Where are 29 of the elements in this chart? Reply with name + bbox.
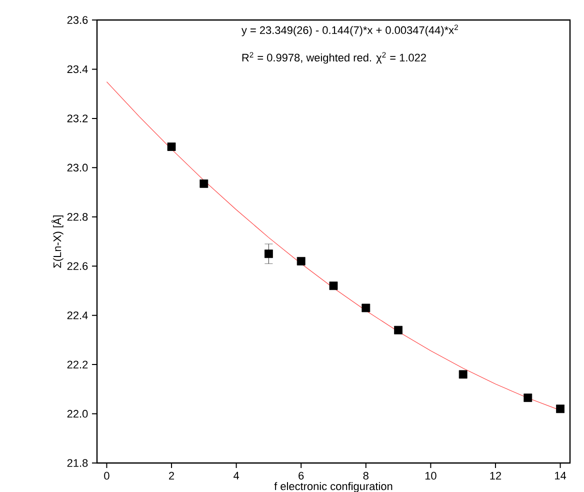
y-tick-label: 23.2 xyxy=(67,114,88,122)
y-tick-label: 22.6 xyxy=(67,262,88,270)
y-tick-label: 23.4 xyxy=(67,65,88,74)
point xyxy=(264,250,273,258)
y-tick-label: 23.6 xyxy=(67,16,88,24)
point xyxy=(458,370,468,379)
annotation: R$^{2}$ = 0.9978, weighted red. χ$^{2}$ = 1.022 xyxy=(242,52,426,64)
x-tick-label: 2 xyxy=(169,472,174,480)
point xyxy=(524,394,532,402)
point xyxy=(200,179,208,188)
y-tick-label: 21.8 xyxy=(67,459,88,467)
y-tick-label: 22.2 xyxy=(67,360,88,368)
x-tick-label: 0 xyxy=(104,472,110,480)
y-tick-label: 22.0 xyxy=(67,410,88,418)
x-axis-title: f electronic configuration xyxy=(274,482,392,492)
annotation: y = 23.349(26) - 0.144(7)*x + 0.00347(44)*x$^{2}$ xyxy=(241,24,458,36)
x-tick-label: 4 xyxy=(234,472,240,480)
x-tick-label: 10 xyxy=(425,472,436,480)
y-tick-label: 22.8 xyxy=(67,213,88,221)
x-tick-label: 6 xyxy=(298,472,304,480)
y-tick-label: 23.0 xyxy=(67,164,88,172)
x-tick-label: 12 xyxy=(490,472,502,480)
point xyxy=(329,282,338,290)
point xyxy=(296,256,306,266)
y-axis-title: Σ(Ln-X) [Å] xyxy=(51,215,64,268)
x-tick-label: 8 xyxy=(363,472,368,480)
y-tick-label: 22.4 xyxy=(67,312,88,320)
x-tick-label: 14 xyxy=(555,472,566,480)
point xyxy=(394,326,402,334)
